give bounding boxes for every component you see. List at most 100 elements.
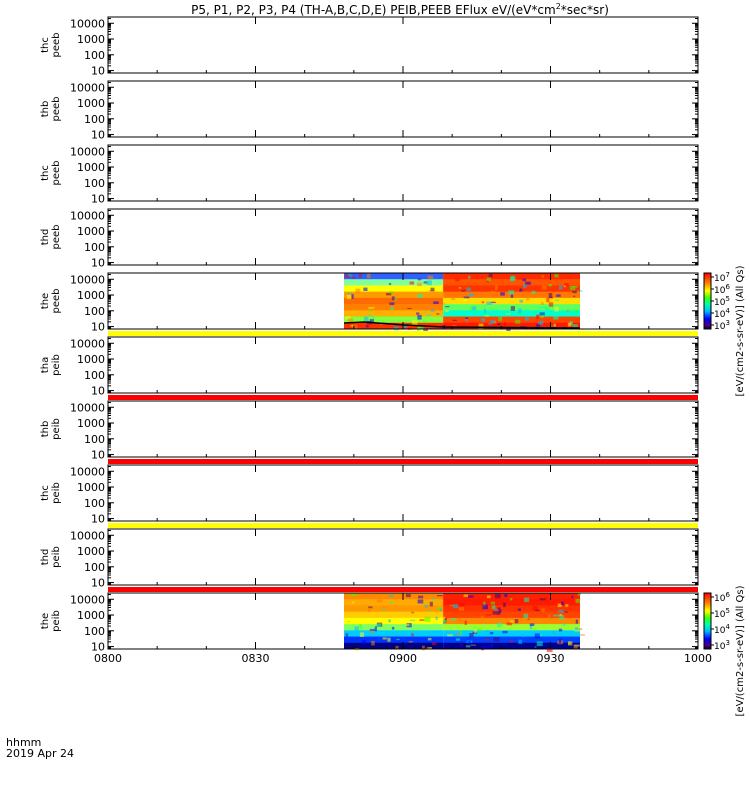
colorbar-label: [eV/(cm2-s-sr-eV)] (All Qs) <box>735 265 746 396</box>
spectrogram-speckle <box>559 615 565 620</box>
spectrogram-speckle <box>518 639 523 644</box>
colorbar-tick-exp: 4 <box>725 623 730 631</box>
spectrogram-bin <box>344 636 444 644</box>
spectrogram-the-peib <box>344 593 586 653</box>
panel-probe-label: the <box>40 613 51 629</box>
panel-frame <box>107 464 699 522</box>
spectrogram-speckle <box>510 277 515 282</box>
panel-thc-peib: 10000 1000 100 10 thcpeib <box>40 464 699 528</box>
colorbar-tick-base: 10 <box>714 310 726 320</box>
spectrogram-bin <box>344 611 444 619</box>
spectrogram-speckle <box>493 637 500 642</box>
colorbar-scale <box>703 592 712 650</box>
spectrogram-speckle <box>463 594 469 597</box>
spectrogram-speckle <box>458 606 464 611</box>
spectrogram-speckle <box>510 620 514 623</box>
y-tick-label: 1000 <box>77 417 105 430</box>
spectrogram-speckle <box>411 320 418 325</box>
spectrogram-speckle <box>355 288 361 293</box>
spectrogram-speckle <box>464 620 467 625</box>
spectrogram-speckle <box>477 628 482 632</box>
spectrogram-speckle <box>411 633 414 637</box>
spectrogram-speckle <box>556 294 561 297</box>
spectrogram-speckle <box>489 631 494 635</box>
spectrogram-bin <box>344 322 444 330</box>
spectrogram-speckle <box>536 641 543 647</box>
panel-y-label: thcpeeb <box>40 161 62 186</box>
y-tick-label: 100 <box>84 177 105 190</box>
y-tick-label: 1000 <box>77 161 105 174</box>
colorbar-tick-label: 106 <box>714 283 730 296</box>
spectrogram-speckle <box>510 639 514 643</box>
spectrogram-speckle <box>363 316 369 322</box>
spectrogram-speckle <box>460 630 463 636</box>
spectrogram-speckle <box>540 315 544 318</box>
spectrogram-speckle <box>558 628 563 632</box>
spectrogram-bin <box>344 285 444 293</box>
spectrogram-speckle <box>422 645 425 651</box>
panel-y-label: thepeeb <box>40 289 62 314</box>
spectrogram-speckle <box>474 629 477 634</box>
panel-probe-label: tha <box>40 357 51 373</box>
spectrogram-bin <box>443 279 580 286</box>
spectrogram-speckle <box>504 593 508 597</box>
panel-frame <box>107 16 699 74</box>
spectrogram-speckle <box>351 593 357 597</box>
y-tick-label: 10000 <box>70 17 105 30</box>
spectrogram-speckle <box>531 311 538 314</box>
spectrogram-bin <box>443 605 580 613</box>
spectrogram-speckle <box>570 292 574 297</box>
quality-flag-bar <box>108 395 698 400</box>
spectrogram-speckle <box>523 283 527 289</box>
spectrogram-speckle <box>561 601 564 606</box>
panel-y-label: thbpeeb <box>40 97 62 122</box>
spectrogram-speckle <box>508 290 515 295</box>
spectrogram-speckle <box>389 291 394 294</box>
y-tick-label: 1000 <box>77 97 105 110</box>
spectrogram-speckle <box>395 645 399 649</box>
spectrogram-speckle <box>481 646 487 650</box>
y-tick-label: 10000 <box>70 401 105 414</box>
spectrogram-speckle <box>575 599 581 601</box>
colorbar-tick-label: 104 <box>714 307 730 320</box>
spectrogram-speckle <box>534 633 540 639</box>
spectrogram-speckle <box>577 290 583 292</box>
spectrogram-speckle <box>577 593 581 596</box>
panel-the-peib: 10000 1000 100 10 thepeib <box>40 592 699 654</box>
spectrogram-speckle <box>573 645 578 650</box>
spectrogram-speckle <box>520 326 527 328</box>
panel-frame <box>107 400 699 458</box>
spectrogram-speckle <box>351 294 354 299</box>
panel-y-label: thcpeib <box>40 482 62 504</box>
spectrogram-speckle <box>410 619 416 621</box>
spectrogram-speckle <box>424 311 427 313</box>
colorbar-tick-label: 105 <box>714 607 730 620</box>
spectrogram-speckle <box>494 608 498 611</box>
panel-product-label: peib <box>51 354 62 376</box>
spectrogram-speckle <box>574 629 580 632</box>
spectrogram-bin <box>344 599 444 606</box>
spectrogram-speckle <box>351 601 355 604</box>
panel-thb-peeb: 10000 1000 100 10 thbpeeb <box>40 80 699 142</box>
spectrogram-speckle <box>417 282 422 287</box>
spectrogram-speckle <box>345 633 349 637</box>
spectrogram-speckle <box>468 275 471 279</box>
spectrogram-speckle <box>468 641 471 646</box>
spectrogram-speckle <box>491 290 496 293</box>
spectrogram-speckle <box>431 642 437 646</box>
y-tick-label: 100 <box>84 433 105 446</box>
spectrogram-speckle <box>526 295 530 301</box>
spectrogram-speckle <box>544 307 550 311</box>
spectrogram-speckle <box>368 606 373 609</box>
spectrogram-speckle <box>577 628 583 631</box>
spectrogram-speckle <box>559 613 562 616</box>
y-tick-label: 10000 <box>70 529 105 542</box>
spectrogram-speckle <box>391 626 395 630</box>
spectrogram-speckle <box>524 317 530 321</box>
spectrogram-speckle <box>458 287 462 289</box>
spectrogram-speckle <box>488 322 493 325</box>
spectrogram-bin <box>443 611 580 619</box>
spectrogram-speckle <box>468 595 474 598</box>
